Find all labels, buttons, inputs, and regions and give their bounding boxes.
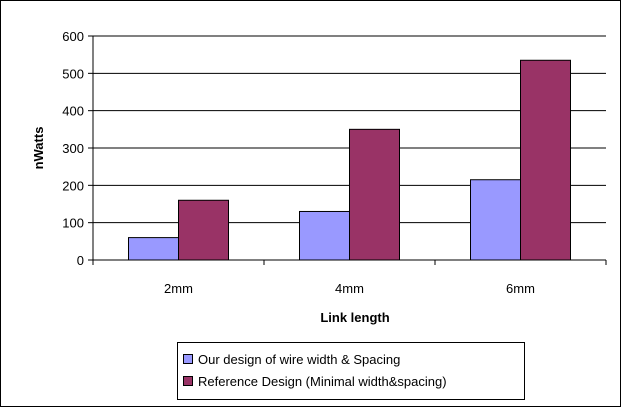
x-tick-label-6mm: 6mm — [506, 281, 535, 296]
bar-2mm-series-1 — [178, 199, 229, 261]
legend-swatch-our-design — [183, 354, 193, 364]
y-tick-label-500: 500 — [62, 66, 84, 81]
bar-6mm-series-1 — [520, 59, 571, 261]
y-tick-label-600: 600 — [62, 29, 84, 44]
legend-label-reference-design: Reference Design (Minimal width&spacing) — [198, 373, 447, 389]
legend-label-our-design: Our design of wire width & Spacing — [198, 351, 401, 367]
x-axis-title: Link length — [320, 310, 389, 325]
legend-item-reference-design: Reference Design (Minimal width&spacing) — [183, 370, 524, 392]
bar-6mm-series-0 — [470, 179, 521, 261]
y-tick-label-300: 300 — [62, 141, 84, 156]
x-tick-label-2mm: 2mm — [164, 281, 193, 296]
bar-4mm-series-1 — [349, 128, 400, 261]
legend-swatch-reference-design — [183, 376, 193, 386]
bar-4mm-series-0 — [299, 210, 350, 261]
y-axis-title: nWatts — [31, 127, 46, 170]
bar-2mm-series-0 — [128, 237, 179, 261]
y-tick-label-0: 0 — [77, 253, 84, 268]
y-tick-label-100: 100 — [62, 216, 84, 231]
y-tick-label-200: 200 — [62, 178, 84, 193]
x-tick-label-4mm: 4mm — [335, 281, 364, 296]
y-tick-label-400: 400 — [62, 104, 84, 119]
bars — [128, 59, 571, 261]
axes: 0 100 200 300 400 500 600 2mm 4mm 6mm — [62, 29, 607, 296]
legend-item-our-design: Our design of wire width & Spacing — [183, 348, 524, 370]
legend: Our design of wire width & Spacing Refer… — [177, 342, 525, 400]
